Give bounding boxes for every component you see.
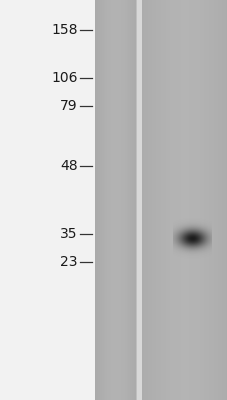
Text: 23: 23: [60, 255, 77, 269]
Text: 79: 79: [60, 99, 77, 113]
Text: 106: 106: [51, 71, 77, 85]
Text: 35: 35: [60, 227, 77, 241]
Text: 158: 158: [51, 23, 77, 37]
Bar: [94, 0, 135, 400]
Text: 48: 48: [60, 159, 77, 173]
Bar: [135, 0, 142, 400]
Bar: [142, 0, 227, 400]
